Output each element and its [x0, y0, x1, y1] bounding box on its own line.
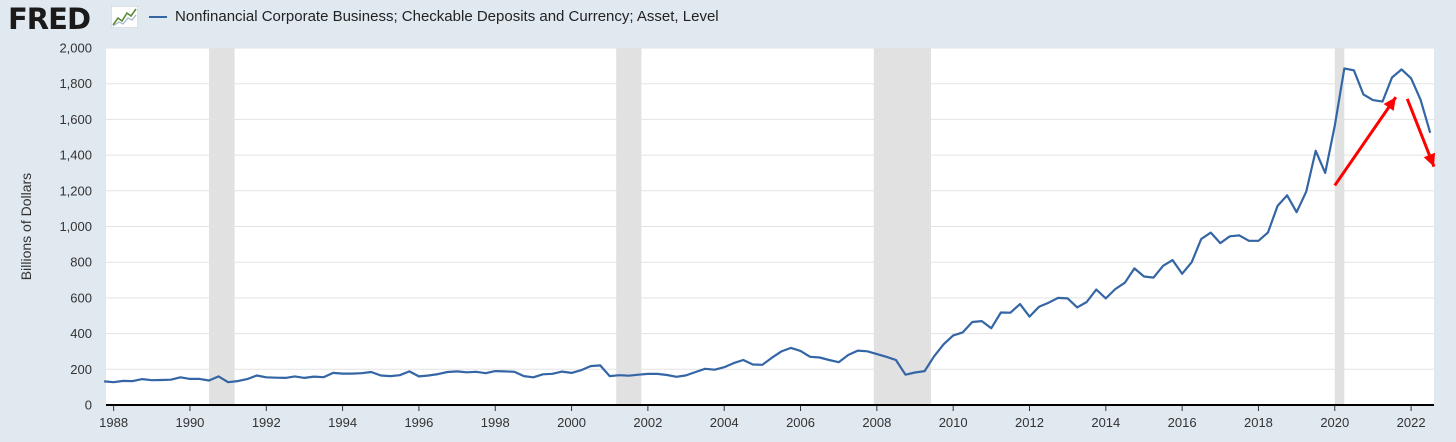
legend-line-marker	[149, 16, 167, 18]
x-tick-label: 1988	[99, 415, 128, 430]
x-tick-label: 2000	[557, 415, 586, 430]
annotation-layer	[1333, 96, 1436, 187]
arrow-head	[1383, 97, 1396, 111]
y-tick-label: 0	[85, 398, 92, 413]
y-axis-title: Billions of Dollars	[18, 173, 34, 280]
x-axis-ticks: 1988 1990 1992 1994 1996 1998 2000 2002 2004 2006…	[99, 405, 1426, 430]
fred-graph-icon	[111, 6, 138, 28]
y-tick-label: 2,000	[59, 41, 92, 56]
x-tick-label: 1990	[175, 415, 204, 430]
y-tick-label: 1,400	[59, 148, 92, 163]
x-tick-label: 2008	[862, 415, 891, 430]
annotation-arrow	[1405, 98, 1436, 168]
x-tick-label: 2022	[1397, 415, 1426, 430]
arrow-head	[1423, 152, 1436, 167]
x-tick-label: 2010	[939, 415, 968, 430]
y-tick-label: 800	[70, 255, 92, 270]
x-tick-label: 2020	[1320, 415, 1349, 430]
x-tick-label: 1994	[328, 415, 357, 430]
annotation-arrow	[1333, 96, 1398, 187]
x-tick-label: 2016	[1168, 415, 1197, 430]
chart-header: FRED Nonfinancial Corporate Business; Ch…	[0, 0, 1456, 40]
x-tick-label: 1998	[481, 415, 510, 430]
series-line	[104, 67, 1432, 384]
x-tick-label: 2004	[710, 415, 739, 430]
x-tick-label: 2014	[1091, 415, 1120, 430]
x-tick-label: 2006	[786, 415, 815, 430]
x-tick-label: 2012	[1015, 415, 1044, 430]
x-tick-label: 2002	[633, 415, 662, 430]
fred-logo[interactable]: FRED	[8, 2, 91, 36]
y-tick-label: 200	[70, 362, 92, 377]
y-tick-label: 1,600	[59, 112, 92, 127]
x-tick-label: 2018	[1244, 415, 1273, 430]
y-tick-label: 1,200	[59, 183, 92, 198]
x-tick-label: 1992	[252, 415, 281, 430]
gridlines	[106, 47, 1434, 370]
y-tick-label: 1,000	[59, 219, 92, 234]
y-tick-label: 600	[70, 290, 92, 305]
y-tick-label: 400	[70, 326, 92, 341]
x-tick-label: 1996	[404, 415, 433, 430]
y-axis-ticks: 0 200 400 600 800 1,000 1,200 1,400 1,600 1,800 2,…	[59, 41, 92, 413]
series-layer	[104, 67, 1432, 384]
legend-label[interactable]: Nonfinancial Corporate Business; Checkab…	[175, 8, 719, 25]
arrow-shaft	[1333, 96, 1398, 187]
y-tick-label: 1,800	[59, 76, 92, 91]
